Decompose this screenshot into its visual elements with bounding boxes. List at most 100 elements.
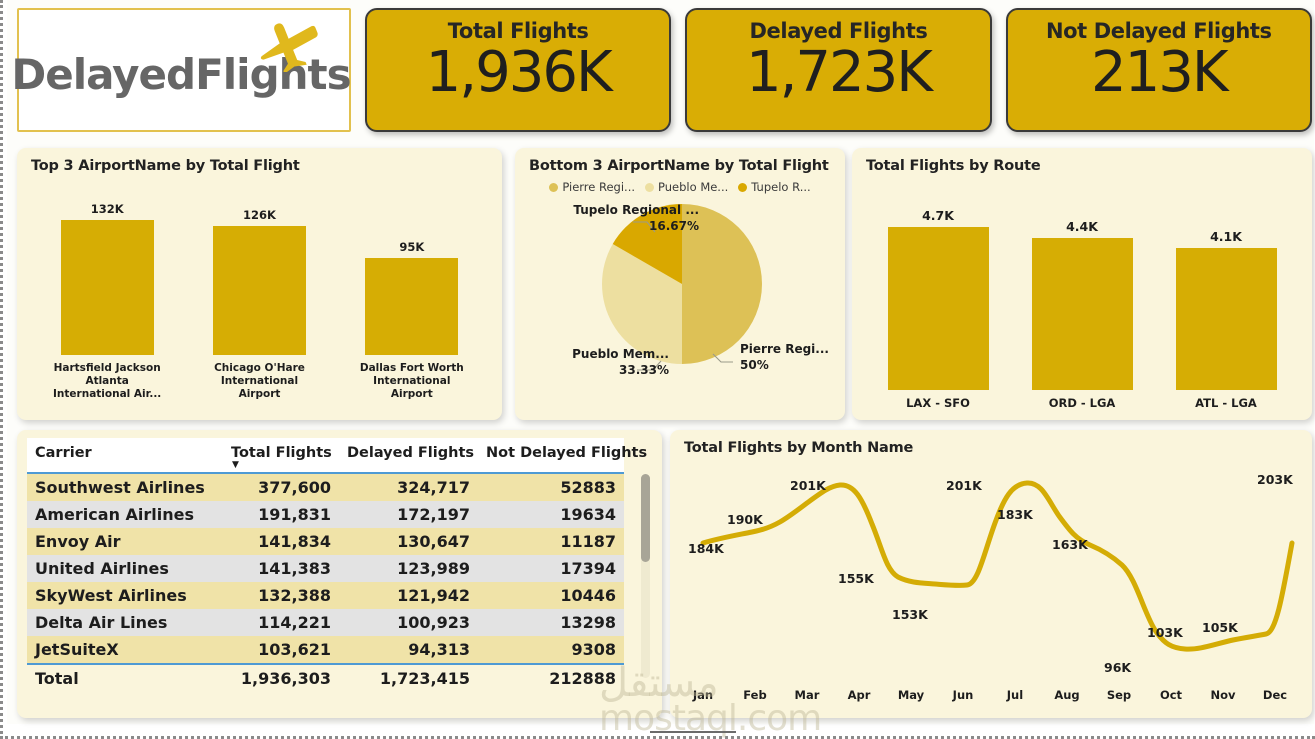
bar-rect[interactable] xyxy=(1175,248,1277,390)
cell-total: 1,936,303 xyxy=(223,663,339,692)
pie-callout-tupelo: Tupelo Regional ... 16.67% xyxy=(519,202,699,234)
table-row[interactable]: Southwest Airlines 377,600 324,717 52883 xyxy=(27,473,624,501)
bar-group[interactable]: 126K Chicago O'Hare International Airpor… xyxy=(183,182,335,414)
column-header-label: Carrier xyxy=(35,445,92,461)
axis-label-aug[interactable]: Aug xyxy=(1054,688,1080,702)
cell-not-delayed: 19634 xyxy=(478,501,624,528)
table-scroll-viewport: Carrier Total Flights ▼ Delayed Flights … xyxy=(27,438,652,712)
cell-not-delayed: 52883 xyxy=(478,473,624,501)
line-data-label: 163K xyxy=(1052,537,1088,552)
kpi-value: 1,723K xyxy=(745,40,933,105)
bar-group[interactable]: 132K Hartsfield Jackson Atlanta Internat… xyxy=(31,182,183,414)
cell-carrier: Delta Air Lines xyxy=(27,609,223,636)
kpi-card-delayed-flights[interactable]: Delayed Flights 1,723K xyxy=(685,8,992,132)
legend-label: Tupelo R... xyxy=(751,180,811,194)
pie-callout-label: Pierre Regi... xyxy=(740,342,829,356)
line-data-label: 183K xyxy=(997,507,1033,522)
cell-carrier: American Airlines xyxy=(27,501,223,528)
axis-label-jun[interactable]: Jun xyxy=(952,688,974,702)
cell-total: 114,221 xyxy=(223,609,339,636)
table-scrollbar-track[interactable] xyxy=(641,474,650,678)
bar-group[interactable]: 95K Dallas Fort Worth International Airp… xyxy=(336,182,488,414)
pie-slice-pierre[interactable] xyxy=(682,204,762,364)
chart-flights-by-month[interactable]: Total Flights by Month Name 184K 190K 20… xyxy=(670,430,1312,718)
cell-not-delayed: 10446 xyxy=(478,582,624,609)
line-data-label: 96K xyxy=(1104,660,1132,675)
axis-label-sep[interactable]: Sep xyxy=(1106,688,1132,702)
table-header-row: Carrier Total Flights ▼ Delayed Flights … xyxy=(27,438,647,474)
legend-item-pierre[interactable]: Pierre Regi... xyxy=(549,180,635,194)
axis-label-jul[interactable]: Jul xyxy=(1006,688,1024,702)
column-header-total-flights[interactable]: Total Flights ▼ xyxy=(223,438,339,474)
legend-item-pueblo[interactable]: Pueblo Me... xyxy=(645,180,728,194)
bar-group[interactable]: 4.7K LAX - SFO xyxy=(866,182,1010,414)
chart-top3-airports[interactable]: Top 3 AirportName by Total Flight 132K H… xyxy=(17,148,502,420)
bar-category-label: Chicago O'Hare International Airport xyxy=(214,362,305,401)
bar-rect[interactable] xyxy=(60,220,154,355)
cell-not-delayed: 9308 xyxy=(478,636,624,664)
table-scrollbar-thumb[interactable] xyxy=(641,474,650,562)
bar-group[interactable]: 4.4K ORD - LGA xyxy=(1010,182,1154,414)
legend-label: Pueblo Me... xyxy=(658,180,729,194)
axis-label-may[interactable]: May xyxy=(897,688,925,702)
kpi-value: 1,936K xyxy=(425,40,613,105)
report-canvas: DelayedFlights Total Flights 1,936K Dela… xyxy=(7,0,1314,739)
table-carrier-summary[interactable]: Carrier Total Flights ▼ Delayed Flights … xyxy=(17,430,662,718)
cell-delayed: 1,723,415 xyxy=(339,663,478,692)
chart-title: Total Flights by Month Name xyxy=(684,440,914,456)
table-row[interactable]: Envoy Air 141,834 130,647 11187 xyxy=(27,528,624,555)
kpi-card-total-flights[interactable]: Total Flights 1,936K xyxy=(365,8,672,132)
line-data-label: 190K xyxy=(727,512,763,527)
cell-total: 141,383 xyxy=(223,555,339,582)
pie-plot-area: Tupelo Regional ... 16.67% Pueblo Mem...… xyxy=(515,194,845,394)
pie-slice-tupelo[interactable] xyxy=(612,204,682,284)
kpi-card-not-delayed-flights[interactable]: Not Delayed Flights 213K xyxy=(1005,8,1312,132)
axis-label-apr[interactable]: Apr xyxy=(847,688,871,702)
chart-bottom3-airports[interactable]: Bottom 3 AirportName by Total Flight Pie… xyxy=(515,148,845,420)
bar-rect[interactable] xyxy=(212,226,306,355)
bar-group[interactable]: 4.1K ATL - LGA xyxy=(1154,182,1298,414)
pie-callout-label: Tupelo Regional ... xyxy=(573,203,699,217)
page-resize-handle[interactable] xyxy=(650,731,736,733)
table-row[interactable]: American Airlines 191,831 172,197 19634 xyxy=(27,501,624,528)
bar-value-label: 4.4K xyxy=(1066,219,1098,234)
cell-carrier: Southwest Airlines xyxy=(27,473,223,501)
pie-svg xyxy=(602,204,762,364)
legend-item-tupelo[interactable]: Tupelo R... xyxy=(738,180,811,194)
chart-flights-by-route[interactable]: Total Flights by Route 4.7K LAX - SFO 4.… xyxy=(852,148,1312,420)
bar-category-label: Dallas Fort Worth International Airport xyxy=(359,362,464,401)
axis-label-feb[interactable]: Feb xyxy=(743,688,767,702)
axis-label-mar[interactable]: Mar xyxy=(794,688,820,702)
table-total-row: Total 1,936,303 1,723,415 212888 xyxy=(27,663,624,692)
column-header-label: Delayed Flights xyxy=(347,445,475,461)
column-header-not-delayed-flights[interactable]: Not Delayed Flights xyxy=(478,438,647,474)
axis-label-nov[interactable]: Nov xyxy=(1210,688,1236,702)
axis-label-oct[interactable]: Oct xyxy=(1159,688,1183,702)
sort-descending-icon[interactable]: ▼ xyxy=(232,460,239,470)
bar-rect[interactable] xyxy=(1031,238,1133,390)
airplane-icon xyxy=(260,23,318,72)
table-row[interactable]: United Airlines 141,383 123,989 17394 xyxy=(27,555,624,582)
column-header-carrier[interactable]: Carrier xyxy=(27,438,223,474)
cell-carrier: United Airlines xyxy=(27,555,223,582)
line-series-total-flights[interactable] xyxy=(700,480,1295,652)
pie-slice-pueblo[interactable] xyxy=(602,244,682,364)
column-header-delayed-flights[interactable]: Delayed Flights xyxy=(339,438,478,474)
axis-label-jan[interactable]: Jan xyxy=(692,688,714,702)
kpi-label: Not Delayed Flights xyxy=(1045,19,1272,43)
table-row[interactable]: Delta Air Lines 114,221 100,923 13298 xyxy=(27,609,624,636)
bar-rect[interactable] xyxy=(887,227,989,390)
line-plot-area xyxy=(700,480,1295,652)
pie-callout-percent: 33.33% xyxy=(619,363,669,378)
line-data-label: 105K xyxy=(1202,620,1238,635)
table-row[interactable]: SkyWest Airlines 132,388 121,942 10446 xyxy=(27,582,624,609)
table-row[interactable]: JetSuiteX 103,621 94,313 9308 xyxy=(27,636,624,664)
cell-total: 103,621 xyxy=(223,636,339,664)
cell-delayed: 123,989 xyxy=(339,555,478,582)
axis-label-dec[interactable]: Dec xyxy=(1262,688,1288,702)
cell-carrier: Envoy Air xyxy=(27,528,223,555)
bar-value-label: 126K xyxy=(243,208,276,222)
bar-rect[interactable] xyxy=(365,258,459,355)
pie-callout-percent: 16.67% xyxy=(649,219,699,234)
bar-category-label: Hartsfield Jackson Atlanta International… xyxy=(53,362,162,401)
